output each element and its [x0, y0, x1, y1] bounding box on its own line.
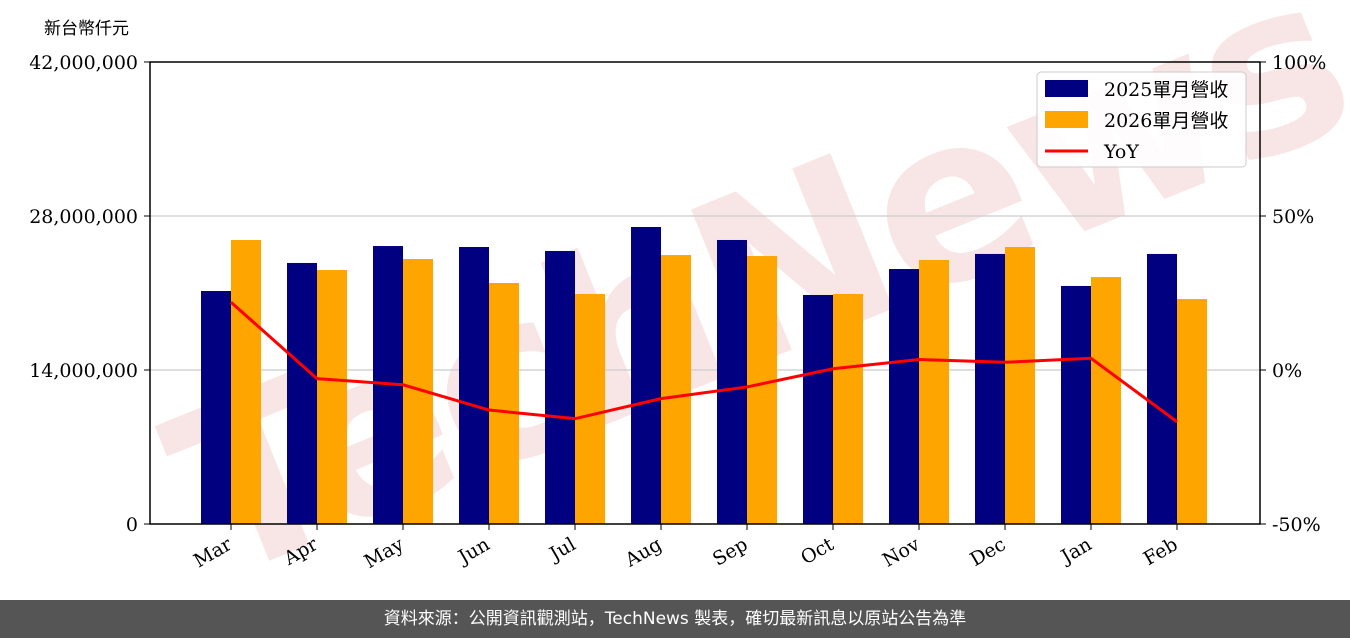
plot-frame [149, 61, 1261, 525]
bar-2025-apr [287, 262, 317, 524]
bar-2025-mar [201, 291, 231, 524]
bar-2025-dec [975, 253, 1005, 524]
legend-swatch [1045, 80, 1088, 97]
bar-2026-feb [1177, 299, 1207, 524]
source-footer: 資料來源：公開資訊觀測站，TechNews 製表，確切最新訊息以原站公告為準 [0, 600, 1350, 638]
legend-swatch [1045, 111, 1088, 128]
y-tick-label: 42,000,000 [29, 52, 138, 74]
bar-2026-apr [317, 270, 347, 524]
y-tick-label: 0 [126, 514, 138, 536]
x-tick-label: Sep [709, 533, 752, 570]
bar-2026-sep [747, 256, 777, 524]
bar-2026-dec [1005, 247, 1035, 524]
x-tick-label: Jul [544, 533, 579, 566]
x-tick-label: Feb [1140, 533, 1182, 570]
bar-2025-sep [717, 239, 747, 525]
bar-2026-aug [661, 255, 691, 525]
bar-2026-nov [919, 260, 949, 524]
y2-tick-label: -50% [1272, 514, 1321, 536]
legend-label: 2025單月營收 [1104, 79, 1228, 101]
x-tick-label: Jan [1056, 533, 1096, 569]
bar-2025-jul [545, 250, 575, 525]
legend-label: YoY [1103, 141, 1139, 163]
bar-2026-mar [231, 239, 261, 525]
bar-2025-jan [1061, 285, 1091, 524]
y-tick-label: 28,000,000 [29, 206, 138, 228]
y2-tick-label: 0% [1272, 360, 1302, 382]
legend-label: 2026單月營收 [1104, 110, 1228, 132]
y-axis-unit-label: 新台幣仟元 [44, 19, 129, 39]
x-tick-label: Aug [621, 533, 666, 572]
bar-2025-feb [1147, 253, 1177, 524]
x-tick-label: Dec [966, 533, 1009, 571]
bar-2025-nov [889, 269, 919, 524]
revenue-chart: TechNews014,000,00028,000,00042,000,000-… [29, 0, 1350, 600]
x-tick-label: Oct [797, 533, 838, 569]
y-tick-label: 14,000,000 [29, 360, 138, 382]
bar-2025-jun [459, 247, 489, 524]
bar-2026-oct [833, 293, 863, 524]
y2-tick-label: 50% [1272, 206, 1314, 228]
bar-2026-jul [575, 293, 605, 524]
bar-2026-jan [1091, 277, 1121, 524]
x-tick-label: Nov [879, 533, 924, 572]
bar-2025-aug [631, 227, 661, 524]
bar-2026-jun [489, 282, 519, 524]
legend-box [1036, 71, 1247, 168]
yoy-line [230, 301, 1178, 423]
bar-2025-oct [803, 294, 833, 524]
y2-tick-label: 100% [1272, 52, 1326, 74]
